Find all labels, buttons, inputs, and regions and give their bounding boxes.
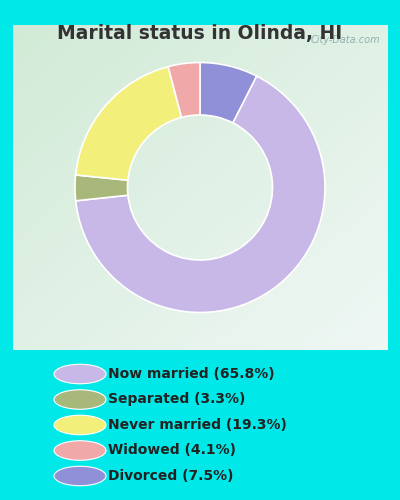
Text: City-Data.com: City-Data.com bbox=[310, 35, 380, 45]
Circle shape bbox=[54, 390, 106, 409]
Text: Divorced (7.5%): Divorced (7.5%) bbox=[108, 469, 234, 483]
Text: Never married (19.3%): Never married (19.3%) bbox=[108, 418, 287, 432]
Circle shape bbox=[54, 415, 106, 434]
Wedge shape bbox=[76, 66, 182, 180]
Text: Separated (3.3%): Separated (3.3%) bbox=[108, 392, 245, 406]
Wedge shape bbox=[76, 76, 325, 312]
Circle shape bbox=[54, 466, 106, 486]
Wedge shape bbox=[75, 175, 128, 201]
Circle shape bbox=[54, 441, 106, 460]
Wedge shape bbox=[168, 62, 200, 118]
Circle shape bbox=[54, 364, 106, 384]
Text: Now married (65.8%): Now married (65.8%) bbox=[108, 367, 275, 381]
Wedge shape bbox=[200, 62, 257, 123]
Text: Marital status in Olinda, HI: Marital status in Olinda, HI bbox=[57, 24, 343, 43]
Text: Widowed (4.1%): Widowed (4.1%) bbox=[108, 444, 236, 458]
